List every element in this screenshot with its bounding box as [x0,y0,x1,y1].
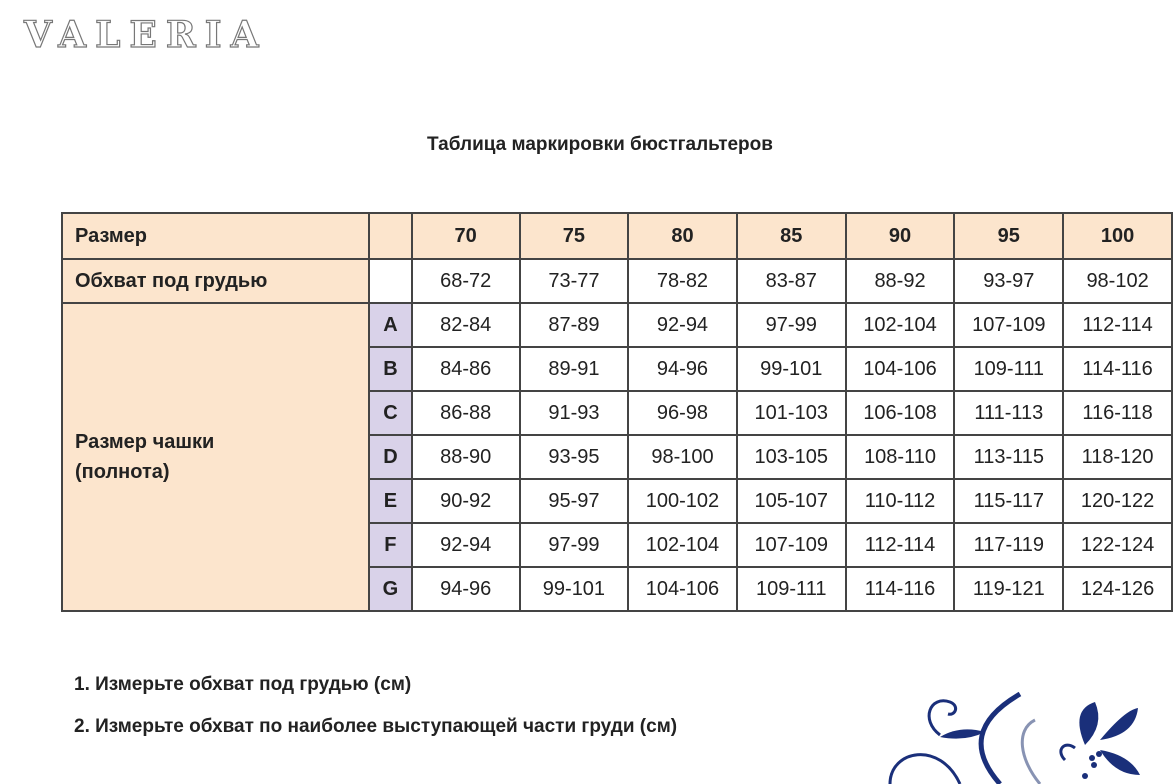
bust-range-cell: 98-100 [627,434,738,480]
bust-range-cell: 97-99 [518,522,630,568]
table-row-cup: C 86-88 91-93 96-98 101-103 106-108 111-113 116… [62,390,1173,436]
bust-range-cell: 124-126 [1062,566,1173,612]
size-header-cell: 95 [953,212,1065,260]
bust-range-cell: 111-113 [953,390,1065,436]
bust-range-cell: 96-98 [627,390,738,436]
bust-range-cell: 104-106 [627,566,738,612]
bust-range-cell: 95-97 [518,478,630,524]
size-header-cell: 70 [410,212,521,260]
bust-range-cell: 119-121 [953,566,1065,612]
instructions: 1. Измерьте обхват под грудью (см) 2. Из… [74,664,677,748]
table-row-cup: B 84-86 89-91 94-96 99-101 104-106 109-111 114-… [62,346,1173,392]
cup-letter: G [368,566,413,612]
underbust-cell: 98-102 [1062,258,1173,304]
bust-range-cell: 106-108 [844,390,956,436]
bust-range-cell: 93-95 [518,434,630,480]
instruction-1: 1. Измерьте обхват под грудью (см) [74,674,412,695]
bust-range-cell: 105-107 [735,478,847,524]
underbust-cell: 73-77 [518,258,630,304]
bust-range-cell: 102-104 [844,302,956,348]
bust-range-cell: 91-93 [518,390,630,436]
bust-range-cell: 92-94 [627,302,738,348]
bust-range-cell: 89-91 [518,346,630,392]
row-label: Обхват под грудью [60,258,371,304]
underbust-cell: 93-97 [953,258,1065,304]
floral-ornament-icon [888,691,1140,784]
bust-range-cell: 104-106 [844,346,956,392]
bust-range-cell: 99-101 [518,566,630,612]
bust-range-cell: 101-103 [735,390,847,436]
cup-letter: C [368,390,413,436]
underbust-cell: 78-82 [627,258,738,304]
cup-letter: B [368,346,413,392]
bust-range-cell: 117-119 [953,522,1065,568]
bust-range-cell: 100-102 [627,478,738,524]
size-header-cell: 90 [844,212,956,260]
bust-range-cell: 97-99 [735,302,847,348]
table-row-size: Размер 70 75 80 85 90 95 100 [60,212,1173,260]
bust-range-cell: 115-117 [953,478,1065,524]
bust-range-cell: 87-89 [518,302,630,348]
size-header-cell: 100 [1062,212,1173,260]
underbust-cell: 83-87 [735,258,847,304]
size-header-cell: 75 [518,212,630,260]
bust-range-cell: 84-86 [410,346,521,392]
bust-range-cell: 94-96 [627,346,738,392]
size-table: Размер 70 75 80 85 90 95 100 Обхват под грудью… [60,212,1173,612]
table-row-cup: E 90-92 95-97 100-102 105-107 110-112 115-117 1… [62,478,1173,524]
bust-range-cell: 90-92 [410,478,521,524]
bust-range-cell: 107-109 [735,522,847,568]
page-title: Таблица маркировки бюстгальтеров [427,134,773,155]
bust-range-cell: 112-114 [844,522,956,568]
bust-range-cell: 112-114 [1062,302,1173,348]
bust-range-cell: 107-109 [953,302,1065,348]
bust-range-cell: 102-104 [627,522,738,568]
size-header-cell: 80 [627,212,738,260]
instruction-2: 2. Измерьте обхват по наиболее выступающ… [74,716,678,737]
cup-letter: F [368,522,413,568]
table-row-underbust: Обхват под грудью 68-72 73-77 78-82 83-87 88… [60,258,1173,304]
cup-size-label: Размер чашки (полнота) [60,302,371,612]
size-header-cell: 85 [735,212,847,260]
row-label: Размер [60,212,371,260]
bust-range-cell: 116-118 [1062,390,1173,436]
bust-range-cell: 108-110 [844,434,956,480]
cup-letter: A [368,302,413,348]
table-row-cup: F 92-94 97-99 102-104 107-109 112-114 117-119 1… [62,522,1173,568]
bust-range-cell: 114-116 [1062,346,1173,392]
table-row-cup: D 88-90 93-95 98-100 103-105 108-110 113-115 11… [62,434,1173,480]
underbust-cell: 88-92 [844,258,956,304]
bust-range-cell: 113-115 [953,434,1065,480]
bust-range-cell: 82-84 [410,302,521,348]
bust-range-cell: 118-120 [1062,434,1173,480]
bust-range-cell: 99-101 [735,346,847,392]
bust-range-cell: 94-96 [410,566,521,612]
bust-range-cell: 110-112 [844,478,956,524]
empty-cell [368,212,413,260]
bust-range-cell: 122-124 [1062,522,1173,568]
bust-range-cell: 109-111 [953,346,1065,392]
bust-range-cell: 88-90 [410,434,521,480]
cup-letter: D [368,434,413,480]
bust-range-cell: 120-122 [1062,478,1173,524]
table-row-cup: G 94-96 99-101 104-106 109-111 114-116 119-121… [62,566,1173,612]
bust-range-cell: 103-105 [735,434,847,480]
table-row-cup: Размер чашки (полнота) A 82-84 87-89 92-94 97… [60,302,1173,612]
bust-range-cell: 86-88 [410,390,521,436]
brand-logo: VALERIA [23,13,268,56]
bust-range-cell: 92-94 [410,522,521,568]
bust-range-cell: 109-111 [735,566,847,612]
empty-cell [368,258,413,304]
cup-letter: E [368,478,413,524]
bust-range-cell: 114-116 [844,566,956,612]
underbust-cell: 68-72 [410,258,521,304]
